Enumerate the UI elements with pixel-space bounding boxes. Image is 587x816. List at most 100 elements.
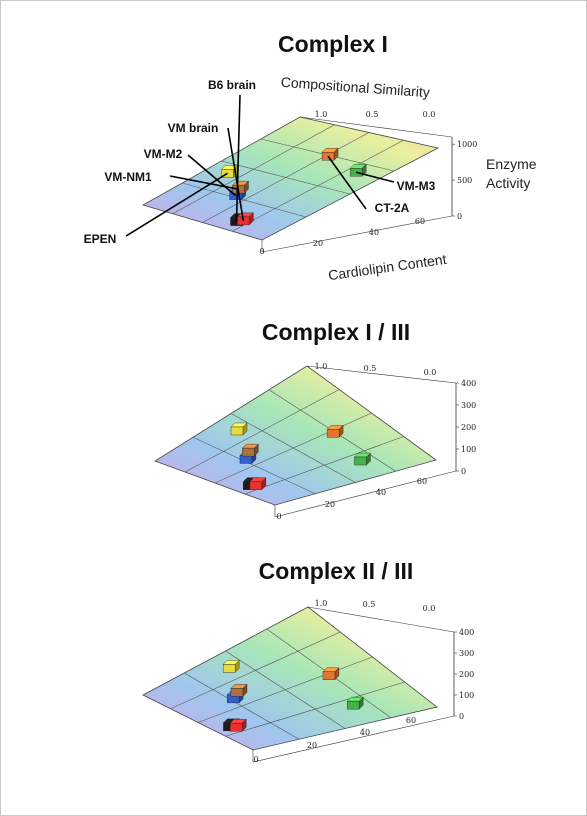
point-front-face bbox=[354, 456, 367, 466]
panel-1-x-axis-label: Cardiolipin Content bbox=[327, 251, 447, 283]
similarity-tick-label: 0.5 bbox=[363, 600, 376, 609]
point-vm-m3 bbox=[346, 696, 364, 710]
similarity-tick-label: 0.0 bbox=[424, 368, 437, 377]
x-tick-label: 40 bbox=[369, 228, 379, 237]
grid-line bbox=[225, 650, 346, 729]
panel-1-title: Complex I bbox=[278, 31, 388, 57]
panel-3-plane bbox=[142, 606, 438, 751]
panel-1-sample-labels: B6 brain VM brain VM-M2 VM-NM1 VM-M3 CT-2A EPE… bbox=[84, 78, 436, 246]
point-front-face bbox=[230, 688, 244, 697]
sample-label: VM-NM1 bbox=[104, 170, 152, 184]
similarity-tick-label: 0.0 bbox=[423, 604, 436, 613]
point-vm-nm1 bbox=[230, 683, 248, 697]
panel-2-ticks: 0 100 200 300 400 0 20 40 60 1.0 0.5 0.0 bbox=[276, 362, 476, 521]
z-tick-label: 200 bbox=[459, 670, 474, 679]
z-tick-label: 200 bbox=[461, 423, 476, 432]
sample-label: EPEN bbox=[84, 232, 117, 246]
point-front-face bbox=[326, 429, 340, 438]
point-vm-brain bbox=[249, 477, 267, 491]
sample-label: VM-M3 bbox=[397, 179, 436, 193]
similarity-tick-label: 1.0 bbox=[315, 599, 328, 608]
z-tick-label: 0 bbox=[461, 467, 466, 476]
leader-line bbox=[187, 154, 237, 197]
z-tick-label: 300 bbox=[459, 649, 474, 658]
point-ct-2a bbox=[326, 424, 344, 438]
activity-surface bbox=[142, 606, 438, 751]
z-tick-label: 300 bbox=[461, 401, 476, 410]
panel-3-points bbox=[222, 659, 364, 732]
panel-2-points bbox=[230, 422, 371, 491]
sample-label: B6 brain bbox=[208, 78, 256, 92]
x-tick-label: 0 bbox=[259, 247, 264, 256]
x-tick-label: 60 bbox=[415, 217, 425, 226]
box-edge bbox=[306, 365, 457, 384]
grid-line bbox=[230, 413, 356, 483]
leader-line bbox=[169, 175, 239, 190]
x-tick-label: 40 bbox=[376, 488, 386, 497]
grid-line bbox=[225, 681, 405, 737]
leader-line bbox=[235, 94, 241, 222]
z-tick-label: 1000 bbox=[457, 140, 477, 149]
x-tick-label: 20 bbox=[313, 239, 323, 248]
x-tick-label: 0 bbox=[276, 512, 281, 521]
x-axis-line bbox=[261, 215, 453, 253]
z-tick-label: 100 bbox=[461, 445, 476, 454]
z-tick-label: 100 bbox=[459, 691, 474, 700]
leader-line bbox=[327, 155, 367, 210]
x-axis-line bbox=[274, 470, 457, 518]
sample-label: VM brain bbox=[168, 121, 219, 135]
panel-2-plane bbox=[154, 365, 437, 506]
box-edge bbox=[307, 606, 455, 633]
point-front-face bbox=[346, 700, 360, 710]
sample-label: CT-2A bbox=[375, 201, 410, 215]
x-tick-label: 20 bbox=[325, 500, 335, 509]
point-front-face bbox=[239, 455, 253, 464]
point-vm-nm1 bbox=[231, 180, 249, 194]
similarity-tick-label: 0.5 bbox=[364, 364, 377, 373]
point-front-face bbox=[229, 723, 243, 732]
point-front-face bbox=[242, 447, 255, 457]
similarity-tick-label: 0.5 bbox=[366, 110, 379, 119]
grid-line bbox=[221, 160, 351, 195]
leader-line bbox=[125, 172, 228, 237]
panel-1-z-axis-label-line1: Enzyme bbox=[486, 156, 537, 172]
point-epen bbox=[230, 422, 248, 436]
similarity-tick-label: 0.0 bbox=[423, 110, 436, 119]
panel-1-z-axis-label-line2: Activity bbox=[486, 175, 530, 191]
point-front-face bbox=[322, 671, 336, 680]
point-vm-m3 bbox=[353, 452, 371, 466]
panel-complex-1: Complex I Compositional Similarity Cardi… bbox=[84, 31, 537, 283]
leader-line bbox=[227, 127, 245, 222]
x-axis-line bbox=[252, 715, 455, 763]
point-front-face bbox=[230, 426, 244, 436]
point-vm-nm1 bbox=[241, 443, 259, 457]
point-front-face bbox=[222, 664, 236, 673]
panel-1-axes bbox=[261, 116, 453, 253]
box-edge bbox=[299, 116, 453, 138]
z-tick-label: 400 bbox=[461, 379, 476, 388]
panel-3-title: Complex II / III bbox=[259, 558, 414, 584]
point-vm-brain bbox=[236, 212, 254, 226]
panel-complex-2-3: Complex II / III 0 100 200 300 400 0 20 40 60 1.0… bbox=[142, 558, 474, 764]
grid-line bbox=[244, 436, 404, 495]
z-tick-label: 400 bbox=[459, 628, 474, 637]
sample-label: VM-M2 bbox=[144, 147, 183, 161]
z-tick-label: 0 bbox=[457, 212, 462, 221]
x-tick-label: 60 bbox=[406, 716, 416, 725]
x-tick-label: 20 bbox=[307, 741, 317, 750]
similarity-tick-label: 1.0 bbox=[315, 110, 328, 119]
panel-1-ticks: 0 500 1000 0 20 40 60 1.0 0.5 0.0 bbox=[259, 110, 477, 256]
point-epen bbox=[222, 659, 240, 673]
grid-line bbox=[232, 139, 404, 232]
similarity-tick-label: 1.0 bbox=[315, 362, 328, 371]
activity-surface bbox=[154, 365, 437, 506]
x-tick-label: 40 bbox=[360, 728, 370, 737]
x-tick-label: 60 bbox=[417, 477, 427, 486]
panel-1-plane bbox=[141, 116, 440, 241]
point-ct-2a bbox=[322, 667, 340, 681]
panel-3-ticks: 0 100 200 300 400 0 20 40 60 1.0 0.5 0.0 bbox=[253, 599, 474, 764]
point-front-face bbox=[249, 481, 263, 490]
z-tick-label: 0 bbox=[459, 712, 464, 721]
